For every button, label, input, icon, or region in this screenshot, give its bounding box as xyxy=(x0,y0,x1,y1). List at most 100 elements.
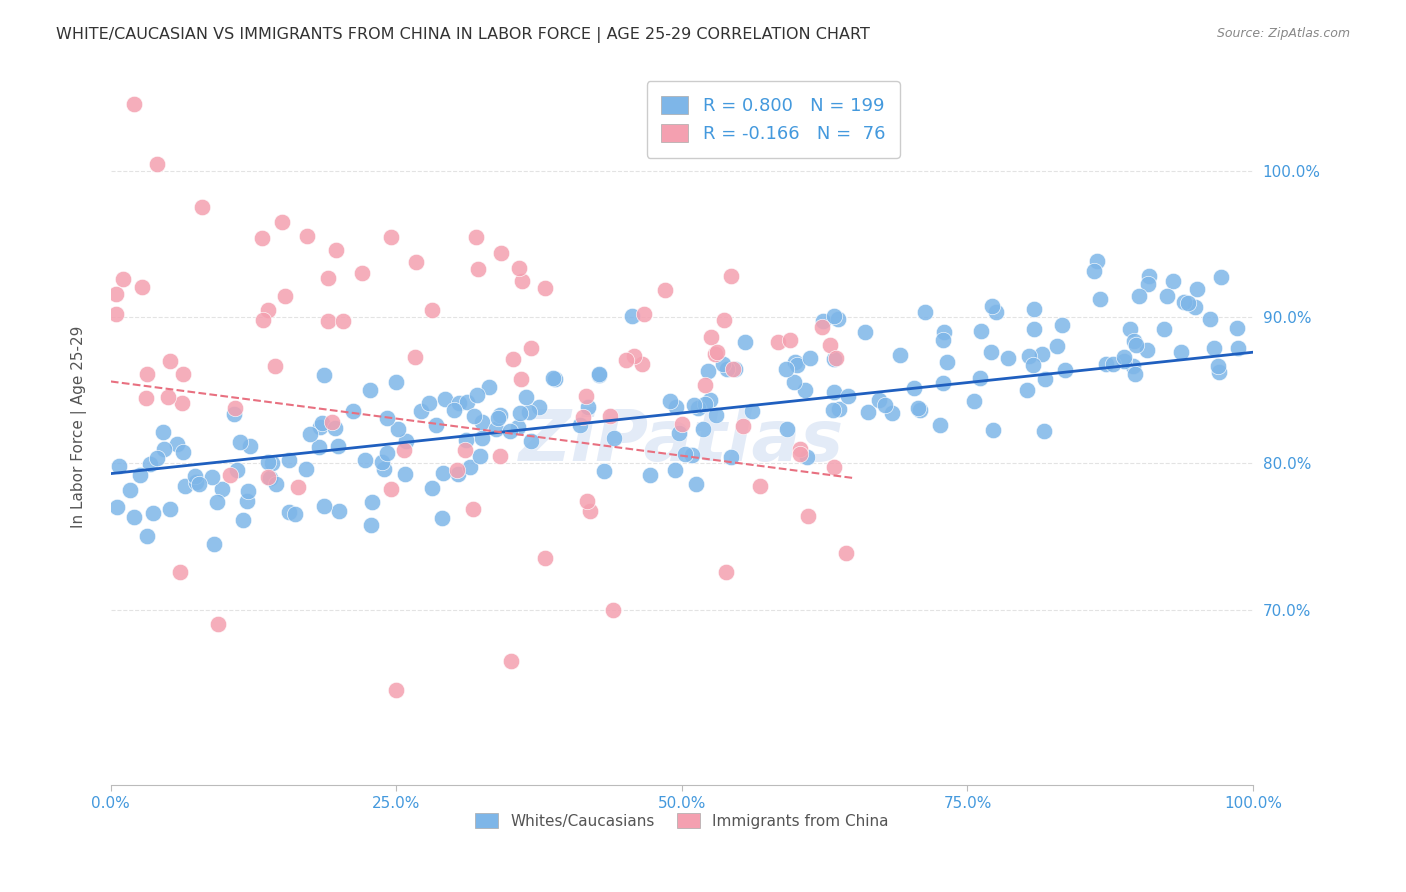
Point xyxy=(142,506,165,520)
Point xyxy=(107,459,129,474)
Point xyxy=(157,390,180,404)
Point xyxy=(527,401,550,415)
Point xyxy=(828,402,851,417)
Point xyxy=(688,401,710,416)
Point xyxy=(1227,341,1250,355)
Point xyxy=(309,420,332,434)
Point xyxy=(152,425,174,440)
Point xyxy=(284,507,307,521)
Point xyxy=(671,417,693,432)
Point xyxy=(489,246,512,260)
Point xyxy=(218,468,240,483)
Point xyxy=(187,476,209,491)
Point xyxy=(266,476,288,491)
Point xyxy=(359,383,381,397)
Point xyxy=(465,388,488,402)
Point xyxy=(172,367,194,381)
Point xyxy=(907,401,929,415)
Point xyxy=(1046,339,1069,353)
Point xyxy=(654,283,676,297)
Point xyxy=(136,368,159,382)
Point xyxy=(1024,322,1046,336)
Point xyxy=(380,482,402,496)
Point xyxy=(724,362,747,376)
Point xyxy=(575,389,598,403)
Point xyxy=(970,324,993,338)
Point xyxy=(169,566,191,580)
Point xyxy=(1170,345,1192,359)
Point xyxy=(257,303,280,318)
Point xyxy=(409,404,432,418)
Point xyxy=(467,262,489,277)
Point xyxy=(463,409,485,423)
Point xyxy=(104,307,127,321)
Point xyxy=(135,529,157,543)
Point xyxy=(454,442,477,457)
Point xyxy=(1095,357,1118,371)
Point xyxy=(696,363,718,377)
Point xyxy=(375,411,398,425)
Point xyxy=(882,406,904,420)
Point xyxy=(502,352,524,367)
Point xyxy=(1137,277,1160,291)
Point xyxy=(623,349,645,363)
Point xyxy=(174,479,197,493)
Point xyxy=(534,281,557,295)
Point xyxy=(658,394,681,409)
Point xyxy=(1102,357,1125,371)
Y-axis label: In Labor Force | Age 25-29: In Labor Force | Age 25-29 xyxy=(72,326,87,528)
Point xyxy=(593,464,616,478)
Point xyxy=(207,617,229,632)
Point xyxy=(1033,372,1056,386)
Point xyxy=(232,513,254,527)
Point xyxy=(122,97,145,112)
Point xyxy=(352,266,374,280)
Point xyxy=(1119,322,1142,336)
Point xyxy=(683,398,706,412)
Point xyxy=(274,289,297,303)
Point xyxy=(257,455,280,469)
Point xyxy=(170,396,193,410)
Point xyxy=(468,449,491,463)
Point xyxy=(225,463,247,477)
Point xyxy=(1185,282,1208,296)
Text: Source: ZipAtlas.com: Source: ZipAtlas.com xyxy=(1216,27,1350,40)
Point xyxy=(463,502,485,516)
Point xyxy=(252,313,274,327)
Point xyxy=(837,389,859,403)
Point xyxy=(713,312,735,326)
Point xyxy=(700,329,723,343)
Point xyxy=(1083,264,1105,278)
Point xyxy=(602,431,624,445)
Point xyxy=(287,480,309,494)
Point xyxy=(706,345,728,359)
Point xyxy=(856,405,879,419)
Point xyxy=(425,417,447,432)
Point xyxy=(380,230,402,244)
Point xyxy=(544,372,567,386)
Point xyxy=(499,654,522,668)
Point xyxy=(797,509,820,524)
Point xyxy=(1161,274,1184,288)
Point xyxy=(278,505,301,519)
Point xyxy=(783,354,806,368)
Point xyxy=(699,392,721,407)
Point xyxy=(519,342,541,356)
Point xyxy=(1177,295,1199,310)
Point xyxy=(159,354,181,368)
Point xyxy=(1050,318,1073,333)
Point xyxy=(229,434,252,449)
Point xyxy=(703,347,725,361)
Point xyxy=(489,449,512,463)
Point xyxy=(236,494,259,508)
Point xyxy=(361,495,384,509)
Point xyxy=(914,305,936,319)
Point xyxy=(384,375,406,389)
Point xyxy=(673,447,696,461)
Point xyxy=(294,462,316,476)
Point xyxy=(664,463,686,477)
Point xyxy=(786,359,808,373)
Point xyxy=(721,361,744,376)
Point xyxy=(685,477,707,491)
Point xyxy=(796,450,818,464)
